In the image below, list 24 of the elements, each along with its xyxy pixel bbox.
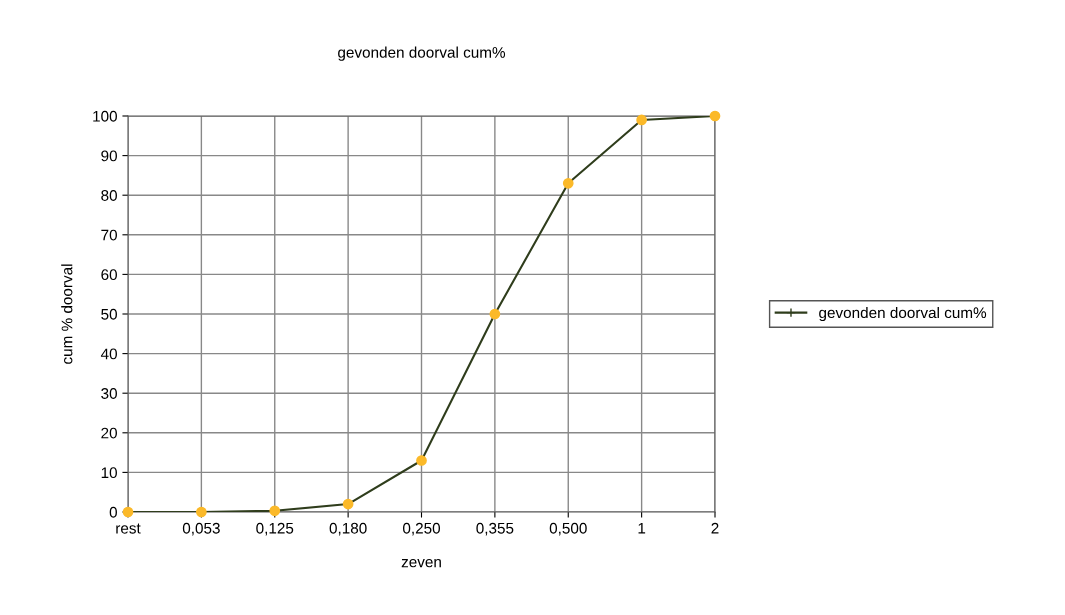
x-tick-label: 0,500 <box>549 522 587 536</box>
x-tick-label: 0,053 <box>182 522 220 536</box>
x-tick-label: 1 <box>638 522 646 534</box>
x-axis-title: zeven <box>401 558 441 568</box>
y-tick-label: 10 <box>101 467 117 479</box>
legend-label: gevonden doorval cum% <box>819 306 987 322</box>
x-tick-label: 0,250 <box>402 522 441 536</box>
x-tick-label: 0,180 <box>329 522 367 536</box>
y-tick-label: 20 <box>101 427 117 439</box>
x-tick-label: 0,355 <box>476 522 514 536</box>
y-tick-label: 70 <box>101 229 117 241</box>
y-axis-title: cum % doorval <box>61 264 73 364</box>
y-tick-label: 40 <box>100 348 117 360</box>
y-tick-label: 90 <box>101 150 117 162</box>
x-tick-label: 2 <box>711 522 719 534</box>
x-tick-label: rest <box>116 523 141 534</box>
y-tick-label: 30 <box>101 388 117 399</box>
y-tick-label: 60 <box>101 269 117 281</box>
chart-title: gevonden doorval cum% <box>338 46 506 61</box>
y-tick-label: 50 <box>101 308 117 320</box>
y-tick-label: 80 <box>101 190 117 201</box>
y-tick-label: 100 <box>93 110 117 122</box>
y-tick-label: 0 <box>109 506 117 518</box>
x-tick-label: 0,125 <box>256 522 294 536</box>
